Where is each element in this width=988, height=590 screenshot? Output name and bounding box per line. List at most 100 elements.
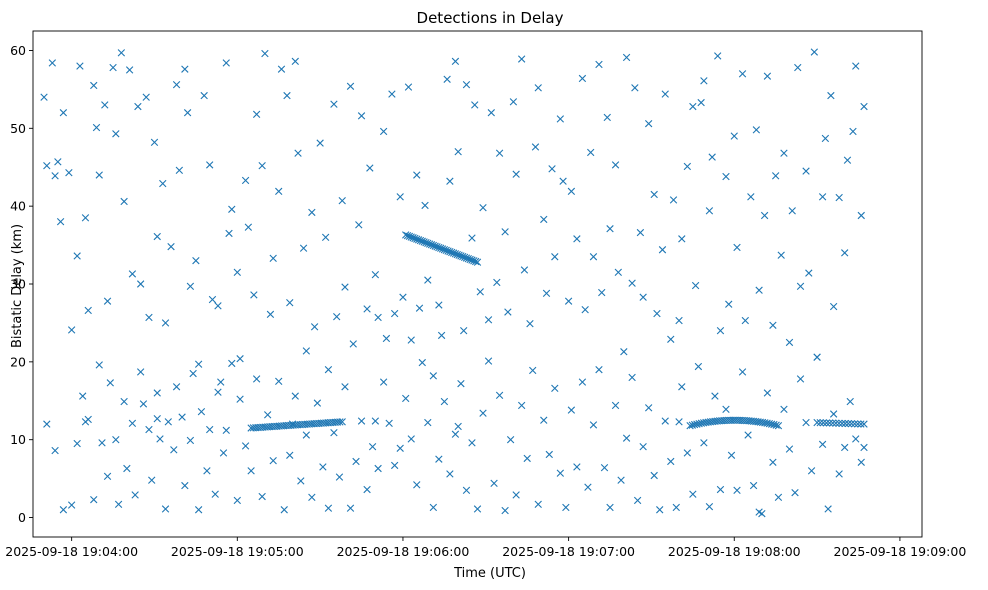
data-point bbox=[622, 434, 631, 442]
data-point bbox=[644, 119, 653, 128]
data-point bbox=[363, 305, 371, 313]
data-point bbox=[468, 234, 476, 242]
data-point bbox=[598, 288, 606, 297]
data-point bbox=[780, 405, 788, 414]
data-point bbox=[357, 112, 366, 120]
data-point bbox=[468, 439, 476, 447]
data-point bbox=[562, 503, 570, 512]
data-point bbox=[578, 378, 587, 386]
data-point bbox=[854, 420, 862, 428]
data-point bbox=[103, 472, 112, 480]
data-point bbox=[379, 127, 388, 136]
data-point bbox=[424, 418, 432, 427]
data-point bbox=[310, 323, 319, 331]
data-point bbox=[413, 481, 421, 489]
y-axis-ticks: 0 10 20 30 40 50 60 bbox=[10, 43, 33, 525]
data-point bbox=[818, 193, 827, 201]
data-point bbox=[857, 458, 865, 466]
data-point bbox=[694, 362, 703, 371]
data-point bbox=[688, 421, 697, 429]
data-point bbox=[644, 404, 653, 412]
data-point bbox=[399, 293, 407, 301]
data-point bbox=[357, 417, 366, 425]
data-point bbox=[841, 419, 849, 428]
data-point bbox=[829, 419, 837, 427]
data-point bbox=[424, 276, 432, 284]
data-point bbox=[850, 420, 859, 428]
data-point bbox=[600, 464, 609, 472]
data-point bbox=[526, 320, 534, 328]
data-point bbox=[236, 395, 244, 403]
data-point bbox=[529, 366, 537, 375]
data-point bbox=[457, 379, 465, 388]
data-point bbox=[589, 253, 598, 261]
data-point bbox=[810, 48, 819, 56]
data-point bbox=[606, 503, 614, 512]
data-point bbox=[847, 420, 856, 428]
data-point bbox=[578, 74, 587, 83]
data-point bbox=[371, 270, 380, 279]
data-point bbox=[548, 165, 556, 173]
data-point bbox=[545, 450, 553, 459]
data-points bbox=[40, 48, 868, 518]
data-point bbox=[860, 102, 868, 111]
data-point bbox=[446, 177, 454, 185]
data-point bbox=[277, 65, 286, 73]
data-point bbox=[275, 187, 283, 196]
data-point bbox=[520, 266, 529, 274]
data-point bbox=[336, 418, 344, 426]
data-point bbox=[556, 115, 565, 123]
chart-title: Detections in Delay bbox=[417, 9, 564, 27]
data-point bbox=[134, 102, 142, 111]
data-point bbox=[506, 436, 515, 444]
data-point bbox=[418, 358, 426, 367]
data-point bbox=[689, 490, 697, 498]
data-point bbox=[136, 368, 145, 376]
data-point bbox=[194, 360, 203, 368]
data-point bbox=[512, 170, 520, 178]
data-point bbox=[117, 49, 126, 57]
data-point bbox=[76, 62, 84, 70]
data-point bbox=[711, 392, 719, 400]
data-point bbox=[512, 491, 520, 499]
data-point bbox=[829, 410, 838, 418]
data-point bbox=[683, 449, 692, 457]
y-tick-label: 60 bbox=[10, 43, 26, 58]
data-point bbox=[92, 123, 101, 132]
data-point bbox=[636, 228, 645, 237]
data-point bbox=[667, 335, 675, 343]
data-point bbox=[95, 171, 103, 179]
data-point bbox=[385, 419, 393, 428]
data-point bbox=[587, 148, 595, 157]
data-point bbox=[120, 397, 128, 406]
data-point bbox=[404, 83, 413, 91]
data-point bbox=[170, 446, 178, 454]
data-point bbox=[440, 397, 449, 406]
data-point bbox=[172, 81, 181, 89]
data-point bbox=[686, 421, 694, 430]
data-point bbox=[551, 384, 559, 392]
data-point bbox=[501, 228, 509, 236]
data-point bbox=[774, 421, 783, 430]
data-point bbox=[275, 377, 283, 385]
data-point bbox=[319, 463, 327, 471]
data-point bbox=[333, 313, 341, 321]
data-point bbox=[109, 63, 117, 72]
data-point bbox=[844, 419, 853, 428]
data-point bbox=[484, 357, 493, 365]
data-point bbox=[614, 268, 622, 277]
data-point bbox=[769, 321, 777, 329]
data-point bbox=[796, 282, 805, 291]
data-point bbox=[164, 418, 172, 426]
data-point bbox=[112, 130, 120, 138]
data-point bbox=[765, 419, 774, 428]
data-point bbox=[81, 418, 90, 426]
data-point bbox=[286, 298, 294, 307]
data-point bbox=[700, 77, 708, 85]
data-point bbox=[225, 229, 233, 238]
data-point bbox=[263, 411, 272, 419]
data-point bbox=[388, 90, 396, 98]
data-point bbox=[540, 215, 548, 224]
data-point bbox=[379, 378, 388, 386]
data-point bbox=[159, 179, 167, 188]
